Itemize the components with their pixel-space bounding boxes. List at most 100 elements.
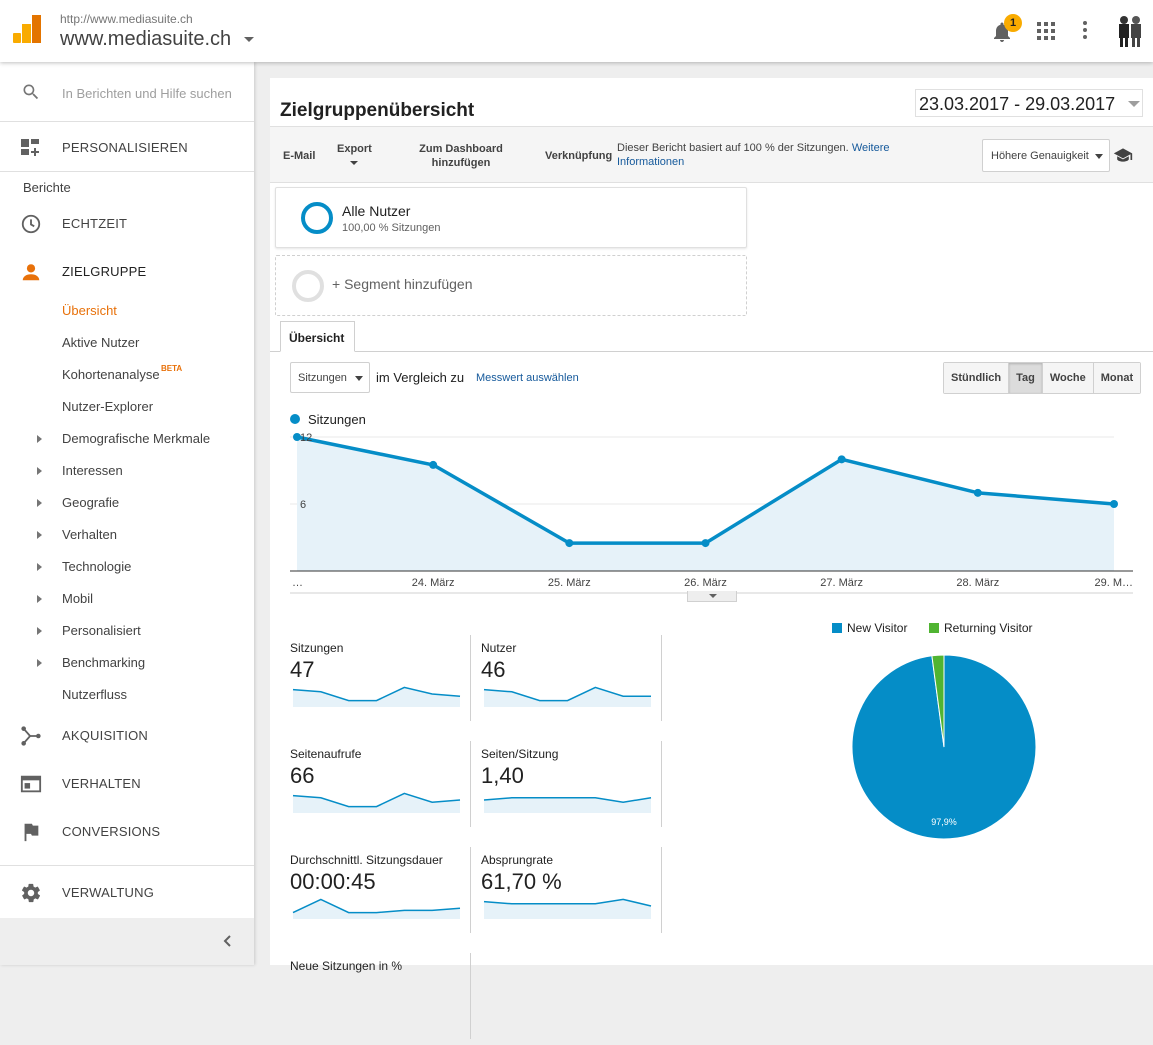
granularity-toggle: Stündlich Tag Woche Monat xyxy=(943,362,1142,394)
kpi-value: 1,40 xyxy=(481,763,524,788)
collapse-sidebar-button[interactable] xyxy=(0,918,254,965)
kpi-value: 47 xyxy=(290,657,315,682)
tab-overview[interactable]: Übersicht xyxy=(280,321,355,352)
sparkline-area xyxy=(293,687,460,707)
sidebar-item-audience-9[interactable]: Mobil xyxy=(0,583,254,615)
add-to-dashboard-button[interactable]: Zum Dashboard hinzufügen xyxy=(419,143,503,169)
date-range-picker[interactable]: 23.03.2017 - 29.03.2017 xyxy=(915,89,1143,117)
nav-behavior[interactable]: VERHALTEN xyxy=(0,759,254,807)
kpi-tile[interactable]: Seiten/Sitzung 1,40 xyxy=(481,747,661,833)
chevron-down-icon[interactable] xyxy=(244,37,254,42)
analytics-logo[interactable] xyxy=(13,15,41,43)
precision-select[interactable]: Höhere Genauigkeit xyxy=(982,139,1110,172)
expand-arrow-icon xyxy=(37,563,42,571)
nav-conversions[interactable]: CONVERSIONS xyxy=(0,807,254,855)
pie-legend-returning[interactable]: Returning Visitor xyxy=(929,621,1033,635)
nav-admin[interactable]: VERWALTUNG xyxy=(0,868,254,916)
sparkline-line xyxy=(292,898,461,914)
more-vert-icon[interactable] xyxy=(1083,21,1089,41)
sidebar-item-audience-8[interactable]: Technologie xyxy=(0,551,254,583)
chart-resize-handle[interactable] xyxy=(687,591,737,602)
sidebar-item-audience-1[interactable]: Aktive Nutzer xyxy=(0,327,254,359)
data-point xyxy=(973,488,982,497)
chevron-down-icon xyxy=(355,376,363,381)
graduation-cap-icon[interactable] xyxy=(1113,147,1133,163)
pie-slice-label: 97,9% xyxy=(931,817,957,827)
sparkline-area xyxy=(484,797,651,813)
kpi-tile[interactable]: Durchschnittl. Sitzungsdauer 00:00:45 xyxy=(290,853,470,939)
sidebar-item-audience-12[interactable]: Nutzerfluss xyxy=(0,679,254,711)
sidebar-item-audience-7[interactable]: Verhalten xyxy=(0,519,254,551)
search-input[interactable] xyxy=(62,82,232,104)
series-legend-label[interactable]: Sitzungen xyxy=(308,412,366,427)
sidebar-item-label: Übersicht xyxy=(62,303,117,318)
reports-heading: Berichte xyxy=(23,180,71,195)
notification-badge: 1 xyxy=(1004,14,1022,32)
sidebar-item-label: Personalisiert xyxy=(62,623,141,638)
apps-grid-icon[interactable] xyxy=(1037,22,1055,40)
property-selector[interactable]: www.mediasuite.ch xyxy=(60,28,232,50)
granularity-button-2[interactable]: Woche xyxy=(1042,363,1094,393)
sidebar-item-audience-11[interactable]: Benchmarking xyxy=(0,647,254,679)
chevron-down-icon xyxy=(350,161,359,165)
sidebar-item-label: Verhalten xyxy=(62,527,117,542)
data-point xyxy=(837,455,846,464)
search-icon xyxy=(23,84,39,100)
sidebar-item-label: Demografische Merkmale xyxy=(62,431,211,446)
pie-legend-new[interactable]: New Visitor xyxy=(832,621,907,635)
sidebar-item-audience-4[interactable]: Demografische Merkmale xyxy=(0,423,254,455)
precision-value: Höhere Genauigkeit xyxy=(991,150,1089,162)
sidebar-item-audience-6[interactable]: Geografie xyxy=(0,487,254,519)
kpi-sparkline xyxy=(483,686,651,707)
segment-ring-icon xyxy=(301,202,333,234)
sidebar-item-audience-2[interactable]: Kohortenanalyse BETA xyxy=(0,359,254,391)
sidebar-item-label: Benchmarking xyxy=(62,655,146,670)
nav-customization[interactable]: PERSONALISIEREN xyxy=(0,123,254,171)
nav-label: ZIELGRUPPE xyxy=(62,264,147,279)
metric-select-value: Sitzungen xyxy=(298,372,347,384)
sidebar-item-label: Aktive Nutzer xyxy=(62,335,140,350)
nav-acquisition[interactable]: AKQUISITION xyxy=(0,711,254,759)
shortcut-button[interactable]: Verknüpfung xyxy=(545,150,613,162)
more-info-link[interactable]: Weitere Informationen xyxy=(617,142,890,168)
kpi-label: Durchschnittl. Sitzungsdauer xyxy=(290,853,443,867)
nav-label: AKQUISITION xyxy=(62,728,148,743)
data-point xyxy=(429,460,438,469)
sidebar-item-audience-0[interactable]: Übersicht xyxy=(0,295,254,327)
kpi-tile[interactable]: Absprungrate 61,70 % xyxy=(481,853,661,939)
sparkline-line xyxy=(292,792,461,808)
email-button[interactable]: E-Mail xyxy=(283,150,316,162)
data-point xyxy=(701,539,710,548)
kpi-sparkline xyxy=(292,792,461,813)
kpi-tile[interactable]: Nutzer 46 xyxy=(481,641,661,727)
nav-realtime[interactable]: ECHTZEIT xyxy=(0,199,254,247)
sparkline-area xyxy=(293,793,460,813)
metric-select[interactable]: Sitzungen xyxy=(290,362,370,393)
segment-ring-icon xyxy=(292,270,324,302)
kpi-divider xyxy=(661,741,662,827)
select-metric-link[interactable]: Messwert auswählen xyxy=(476,372,579,384)
export-button[interactable]: Export xyxy=(337,142,372,165)
granularity-button-0[interactable]: Stündlich xyxy=(944,363,1010,393)
sidebar-item-audience-5[interactable]: Interessen xyxy=(0,455,254,487)
tab-divider xyxy=(270,351,1153,352)
legend-swatch xyxy=(832,623,842,633)
kpi-tile[interactable]: Neue Sitzungen in % xyxy=(290,959,470,1045)
chevron-down-icon xyxy=(709,594,717,598)
nav-label: VERWALTUNG xyxy=(62,885,155,900)
granularity-button-3[interactable]: Monat xyxy=(1093,363,1141,393)
segment-all-users[interactable]: Alle Nutzer 100,00 % Sitzungen xyxy=(275,187,747,248)
kpi-tile[interactable]: Sitzungen 47 xyxy=(290,641,470,727)
pie-legend-label: New Visitor xyxy=(847,621,908,635)
add-segment-button[interactable]: + Segment hinzufügen xyxy=(275,255,747,316)
dashboard-icon xyxy=(21,139,39,156)
granularity-button-1[interactable]: Tag xyxy=(1009,363,1043,393)
sidebar-item-audience-10[interactable]: Personalisiert xyxy=(0,615,254,647)
sessions-line-chart[interactable]: 12 6 … 24. März 25. März 26. März 27. März 28. … xyxy=(270,433,1153,598)
sidebar-item-audience-3[interactable]: Nutzer-Explorer xyxy=(0,391,254,423)
kpi-tile[interactable]: Seitenaufrufe 66 xyxy=(290,747,470,833)
x-tick-label: … xyxy=(292,577,303,589)
visitor-type-pie-chart[interactable]: 97,9% xyxy=(850,653,1040,843)
avatar[interactable] xyxy=(1114,14,1146,48)
nav-audience[interactable]: ZIELGRUPPE xyxy=(0,247,254,295)
